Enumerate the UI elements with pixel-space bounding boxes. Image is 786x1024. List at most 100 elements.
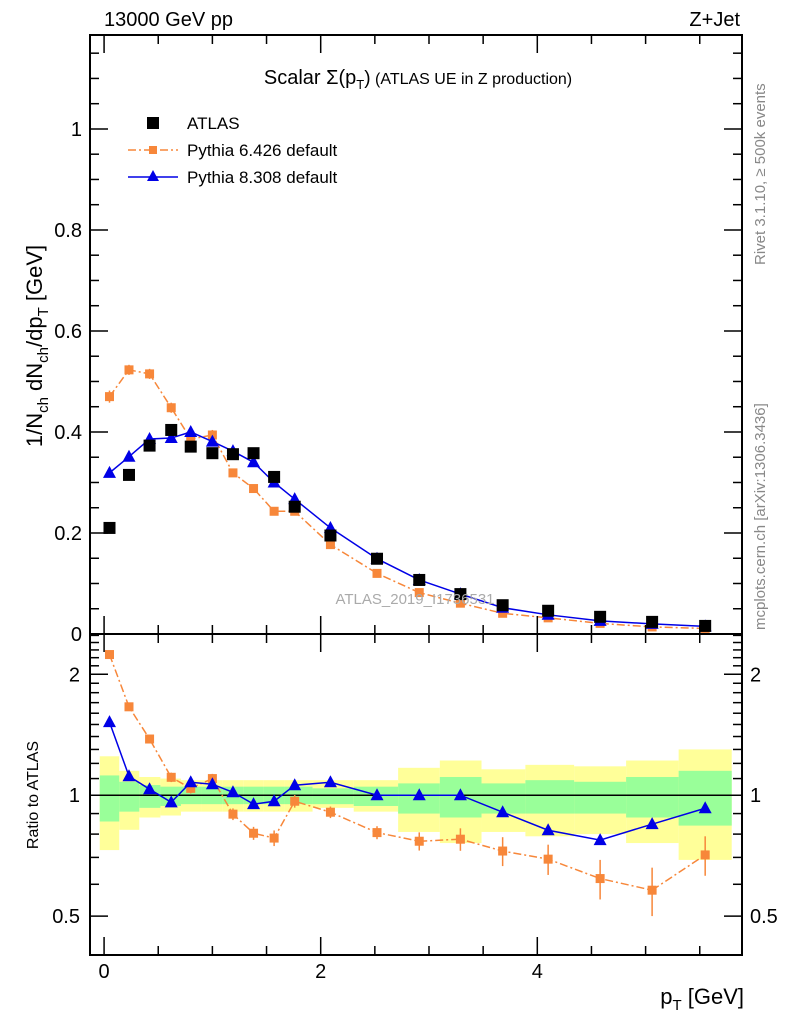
atlas-point xyxy=(206,447,219,460)
ratio-pythia8-point xyxy=(593,833,607,846)
ratio-y-axis-label: Ratio to ATLAS xyxy=(25,741,42,849)
header-right: Z+Jet xyxy=(689,9,740,31)
atlas-point xyxy=(413,573,426,586)
ratio-pythia6-point xyxy=(700,850,710,860)
legend-label-atlas: ATLAS xyxy=(187,114,240,133)
atlas-point xyxy=(542,604,555,617)
pythia6-point xyxy=(455,598,465,608)
rivet-version-label: Rivet 3.1.10, ≥ 500k events xyxy=(752,83,769,265)
pythia8-point xyxy=(164,431,178,444)
main-y-axis-label: 1/Nch dNch/dpT [GeV] xyxy=(22,245,52,447)
green-band-bin xyxy=(626,776,679,818)
ratio-pythia6-point xyxy=(647,885,657,895)
ratio-y-tick-label: 2 xyxy=(69,664,80,686)
pythia6-point xyxy=(372,568,382,578)
analysis-watermark: ATLAS_2019_I1736531 xyxy=(335,591,494,608)
x-tick-label: 0 xyxy=(99,961,110,983)
pythia6-point xyxy=(269,506,279,516)
ratio-pythia8-point xyxy=(288,778,302,791)
header-left: 13000 GeV pp xyxy=(104,9,233,31)
green-band-bin xyxy=(99,775,120,822)
legend-label-pythia6: Pythia 6.426 default xyxy=(187,141,338,160)
pythia6-point xyxy=(124,365,134,375)
x-axis-label: pT [GeV] xyxy=(660,984,744,1014)
atlas-point xyxy=(324,529,337,542)
pythia6-point xyxy=(325,540,335,550)
green-band-bin xyxy=(574,781,627,814)
atlas-point xyxy=(454,588,467,601)
atlas-point xyxy=(247,447,260,460)
y-tick-label: 0.8 xyxy=(54,220,82,242)
y-tick-label: 0 xyxy=(71,624,82,646)
pythia8-point xyxy=(122,449,136,462)
y-tick-label: 0.6 xyxy=(54,321,82,343)
green-band-bin xyxy=(312,788,354,805)
pythia8-point xyxy=(205,434,219,447)
atlas-point xyxy=(226,448,239,461)
ratio-pythia6-point xyxy=(290,796,300,806)
pythia6-point xyxy=(249,484,259,494)
atlas-point xyxy=(288,500,301,513)
y-tick-label: 0.4 xyxy=(54,422,82,444)
mcplots-label: mcplots.cern.ch [arXiv:1306.3436] xyxy=(752,403,769,630)
pythia6-point xyxy=(498,608,508,618)
ratio-pythia8-point xyxy=(267,794,281,807)
ratio-pythia8-point xyxy=(164,795,178,808)
ratio-y-tick-label: 0.5 xyxy=(52,906,80,928)
ratio-pythia6-point xyxy=(145,734,155,744)
ratio-y-tick-label-right: 2 xyxy=(750,664,761,686)
pythia8-point xyxy=(102,465,116,478)
green-band-bin xyxy=(119,781,140,812)
ratio-pythia6-point xyxy=(372,828,382,838)
ratio-pythia6-point xyxy=(228,809,238,819)
legend: ATLAS Pythia 6.426 default Pythia 8.308 … xyxy=(128,114,338,187)
ratio-pythia6-point xyxy=(325,807,335,817)
atlas-point xyxy=(165,423,178,436)
legend-label-pythia8: Pythia 8.308 default xyxy=(187,168,338,187)
ratio-pythia6-point xyxy=(543,854,553,864)
ratio-pythia6-point xyxy=(269,833,279,843)
ratio-y-tick-label: 1 xyxy=(69,785,80,807)
ratio-pythia8-point xyxy=(453,788,467,801)
ratio-pythia6-point xyxy=(166,772,176,782)
pythia8-point xyxy=(247,455,261,468)
ratio-pythia6-point xyxy=(595,874,605,884)
ratio-pythia6-point xyxy=(414,836,424,846)
ratio-pythia8-point xyxy=(102,715,116,728)
ratio-pythia8-point xyxy=(184,775,198,788)
ratio-pythia6-point xyxy=(124,702,134,712)
ratio-y-tick-label-right: 0.5 xyxy=(750,906,778,928)
y-tick-label: 1 xyxy=(71,119,82,141)
pythia6-point xyxy=(186,434,196,444)
legend-marker-pythia6 xyxy=(149,146,157,154)
ratio-pythia8-point xyxy=(226,785,240,798)
atlas-point xyxy=(122,468,135,481)
pythia6-point xyxy=(166,403,176,413)
data-marks xyxy=(102,364,712,917)
green-band-bin xyxy=(525,780,575,814)
ratio-pythia8-point xyxy=(370,788,384,801)
plot-title: Scalar Σ(pT) (ATLAS UE in Z production) xyxy=(264,67,572,92)
atlas-point xyxy=(594,610,607,623)
ratio-pythia6-point xyxy=(104,650,114,660)
atlas-point xyxy=(646,615,659,628)
green-band-bin xyxy=(678,770,732,826)
green-band-bin xyxy=(139,785,161,808)
x-tick-label: 2 xyxy=(315,961,326,983)
pythia6-line xyxy=(108,369,706,630)
ratio-pythia6-point xyxy=(498,846,508,856)
pythia6-point xyxy=(414,588,424,598)
ratio-pythia8-point xyxy=(496,805,510,818)
y-tick-label: 0.2 xyxy=(54,523,82,545)
ratio-pythia8-point xyxy=(698,801,712,814)
atlas-point xyxy=(496,599,509,612)
axes-ticks: 0 2 4 0 0.2 0.4 0.6 0.8 1 0.5 0.5 1 1 2 2 xyxy=(52,35,778,983)
ratio-pythia8-point xyxy=(205,777,219,790)
ratio-pythia6-point xyxy=(249,828,259,838)
ratio-pythia6-point xyxy=(455,834,465,844)
atlas-point xyxy=(699,619,712,632)
pythia6-point xyxy=(104,392,114,402)
legend-marker-atlas xyxy=(147,117,159,129)
atlas-point xyxy=(268,470,281,483)
